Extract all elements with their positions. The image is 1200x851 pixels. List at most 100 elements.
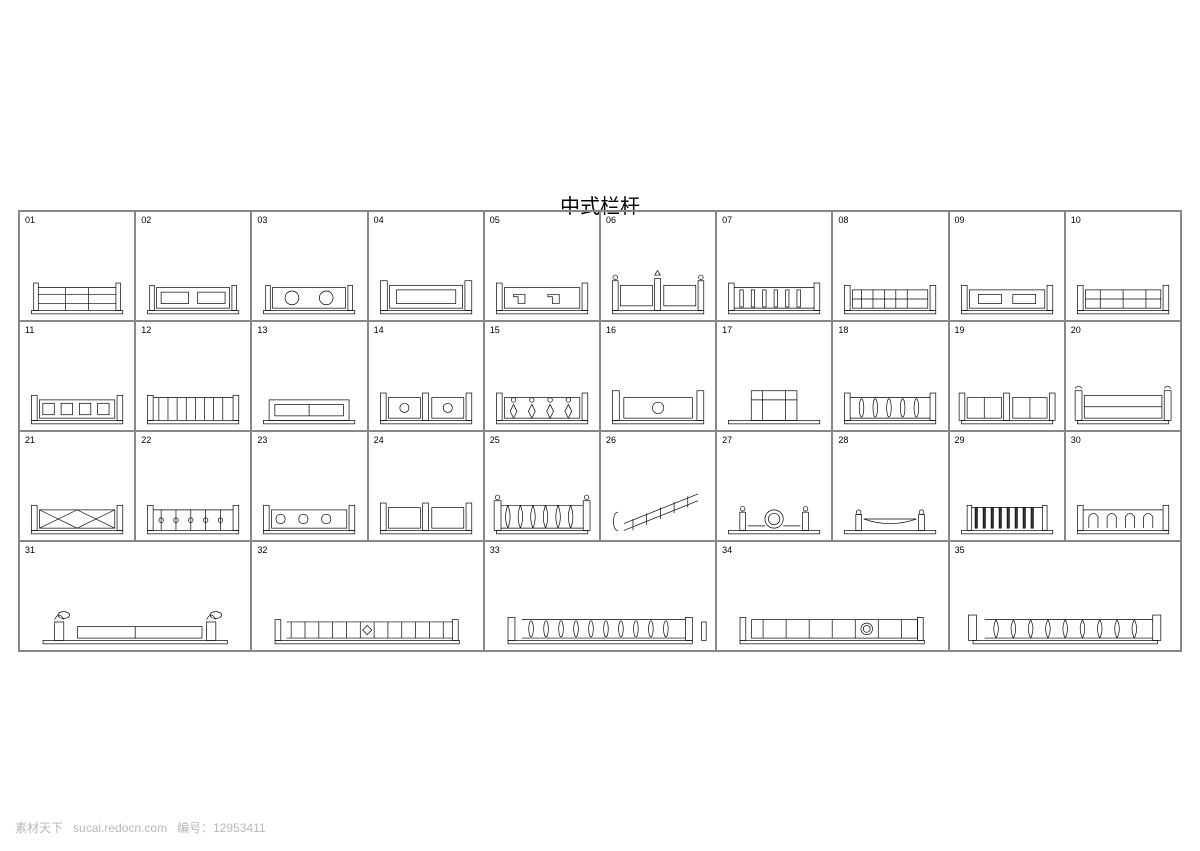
railing-drawing (717, 365, 831, 430)
railing-cell-03: 03 (251, 211, 367, 321)
railing-drawing (369, 365, 483, 430)
cell-label: 03 (252, 212, 366, 228)
railing-drawing (136, 365, 250, 430)
railing-drawing (950, 585, 1180, 650)
railing-cell-31: 31 (19, 541, 251, 651)
cell-label: 32 (252, 542, 482, 558)
railing-drawing (485, 365, 599, 430)
railing-grid: 0102030405060708091011121314151617181920… (18, 210, 1182, 652)
railing-drawing (601, 365, 715, 430)
grid-row-0: 01020304050607080910 (19, 211, 1181, 321)
cell-label: 20 (1066, 322, 1180, 338)
page-title: 中式栏杆 (0, 0, 1200, 227)
railing-cell-35: 35 (949, 541, 1181, 651)
railing-cell-26: 26 (600, 431, 716, 541)
cell-label: 04 (369, 212, 483, 228)
cell-label: 12 (136, 322, 250, 338)
railing-drawing (369, 255, 483, 320)
railing-cell-12: 12 (135, 321, 251, 431)
railing-cell-30: 30 (1065, 431, 1181, 541)
cell-label: 23 (252, 432, 366, 448)
brand-text: 素材天下 (15, 819, 63, 836)
cell-label: 33 (485, 542, 715, 558)
cell-label: 05 (485, 212, 599, 228)
grid-row-1: 11121314151617181920 (19, 321, 1181, 431)
railing-cell-28: 28 (832, 431, 948, 541)
cell-label: 09 (950, 212, 1064, 228)
cell-label: 28 (833, 432, 947, 448)
railing-drawing (1066, 475, 1180, 540)
railing-drawing (252, 475, 366, 540)
grid-row-3: 3132333435 (19, 541, 1181, 651)
railing-drawing (252, 255, 366, 320)
railing-drawing (252, 585, 482, 650)
cell-label: 21 (20, 432, 134, 448)
railing-cell-33: 33 (484, 541, 716, 651)
railing-cell-20: 20 (1065, 321, 1181, 431)
cell-label: 26 (601, 432, 715, 448)
railing-drawing (717, 475, 831, 540)
railing-cell-10: 10 (1065, 211, 1181, 321)
railing-cell-17: 17 (716, 321, 832, 431)
railing-drawing (20, 475, 134, 540)
railing-drawing (1066, 255, 1180, 320)
url-text: sucai.redocn.com (73, 821, 167, 835)
railing-cell-27: 27 (716, 431, 832, 541)
cell-label: 19 (950, 322, 1064, 338)
railing-cell-13: 13 (251, 321, 367, 431)
railing-cell-11: 11 (19, 321, 135, 431)
cell-label: 30 (1066, 432, 1180, 448)
railing-cell-19: 19 (949, 321, 1065, 431)
railing-drawing (601, 255, 715, 320)
railing-cell-29: 29 (949, 431, 1065, 541)
cell-label: 10 (1066, 212, 1180, 228)
railing-drawing (20, 585, 250, 650)
railing-drawing (833, 475, 947, 540)
cell-label: 31 (20, 542, 250, 558)
cell-label: 13 (252, 322, 366, 338)
railing-cell-02: 02 (135, 211, 251, 321)
railing-cell-25: 25 (484, 431, 600, 541)
cell-label: 16 (601, 322, 715, 338)
railing-drawing (485, 475, 599, 540)
railing-drawing (833, 365, 947, 430)
railing-cell-16: 16 (600, 321, 716, 431)
railing-cell-18: 18 (832, 321, 948, 431)
railing-drawing (601, 475, 715, 540)
railing-drawing (20, 255, 134, 320)
railing-cell-07: 07 (716, 211, 832, 321)
railing-cell-22: 22 (135, 431, 251, 541)
railing-drawing (136, 255, 250, 320)
railing-drawing (252, 365, 366, 430)
railing-drawing (136, 475, 250, 540)
railing-drawing (950, 475, 1064, 540)
railing-cell-06: 06 (600, 211, 716, 321)
railing-drawing (717, 255, 831, 320)
railing-drawing (950, 255, 1064, 320)
railing-cell-04: 04 (368, 211, 484, 321)
cell-label: 18 (833, 322, 947, 338)
cell-label: 07 (717, 212, 831, 228)
railing-cell-01: 01 (19, 211, 135, 321)
cell-label: 02 (136, 212, 250, 228)
cell-label: 01 (20, 212, 134, 228)
railing-cell-05: 05 (484, 211, 600, 321)
cell-label: 17 (717, 322, 831, 338)
cell-label: 27 (717, 432, 831, 448)
railing-drawing (20, 365, 134, 430)
cell-label: 08 (833, 212, 947, 228)
id-label: 编号：12953411 (177, 819, 266, 836)
cell-label: 06 (601, 212, 715, 228)
railing-cell-08: 08 (832, 211, 948, 321)
railing-cell-15: 15 (484, 321, 600, 431)
railing-cell-34: 34 (716, 541, 948, 651)
cell-label: 14 (369, 322, 483, 338)
railing-cell-14: 14 (368, 321, 484, 431)
railing-drawing (717, 585, 947, 650)
cell-label: 34 (717, 542, 947, 558)
railing-drawing (1066, 365, 1180, 430)
cell-label: 22 (136, 432, 250, 448)
railing-cell-09: 09 (949, 211, 1065, 321)
railing-drawing (485, 585, 715, 650)
railing-drawing (833, 255, 947, 320)
